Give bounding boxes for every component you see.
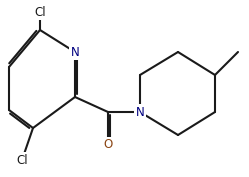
Text: Cl: Cl — [34, 5, 46, 19]
Text: N: N — [136, 105, 144, 118]
Text: O: O — [103, 138, 113, 152]
Text: N: N — [71, 45, 79, 59]
Text: Cl: Cl — [16, 153, 28, 167]
